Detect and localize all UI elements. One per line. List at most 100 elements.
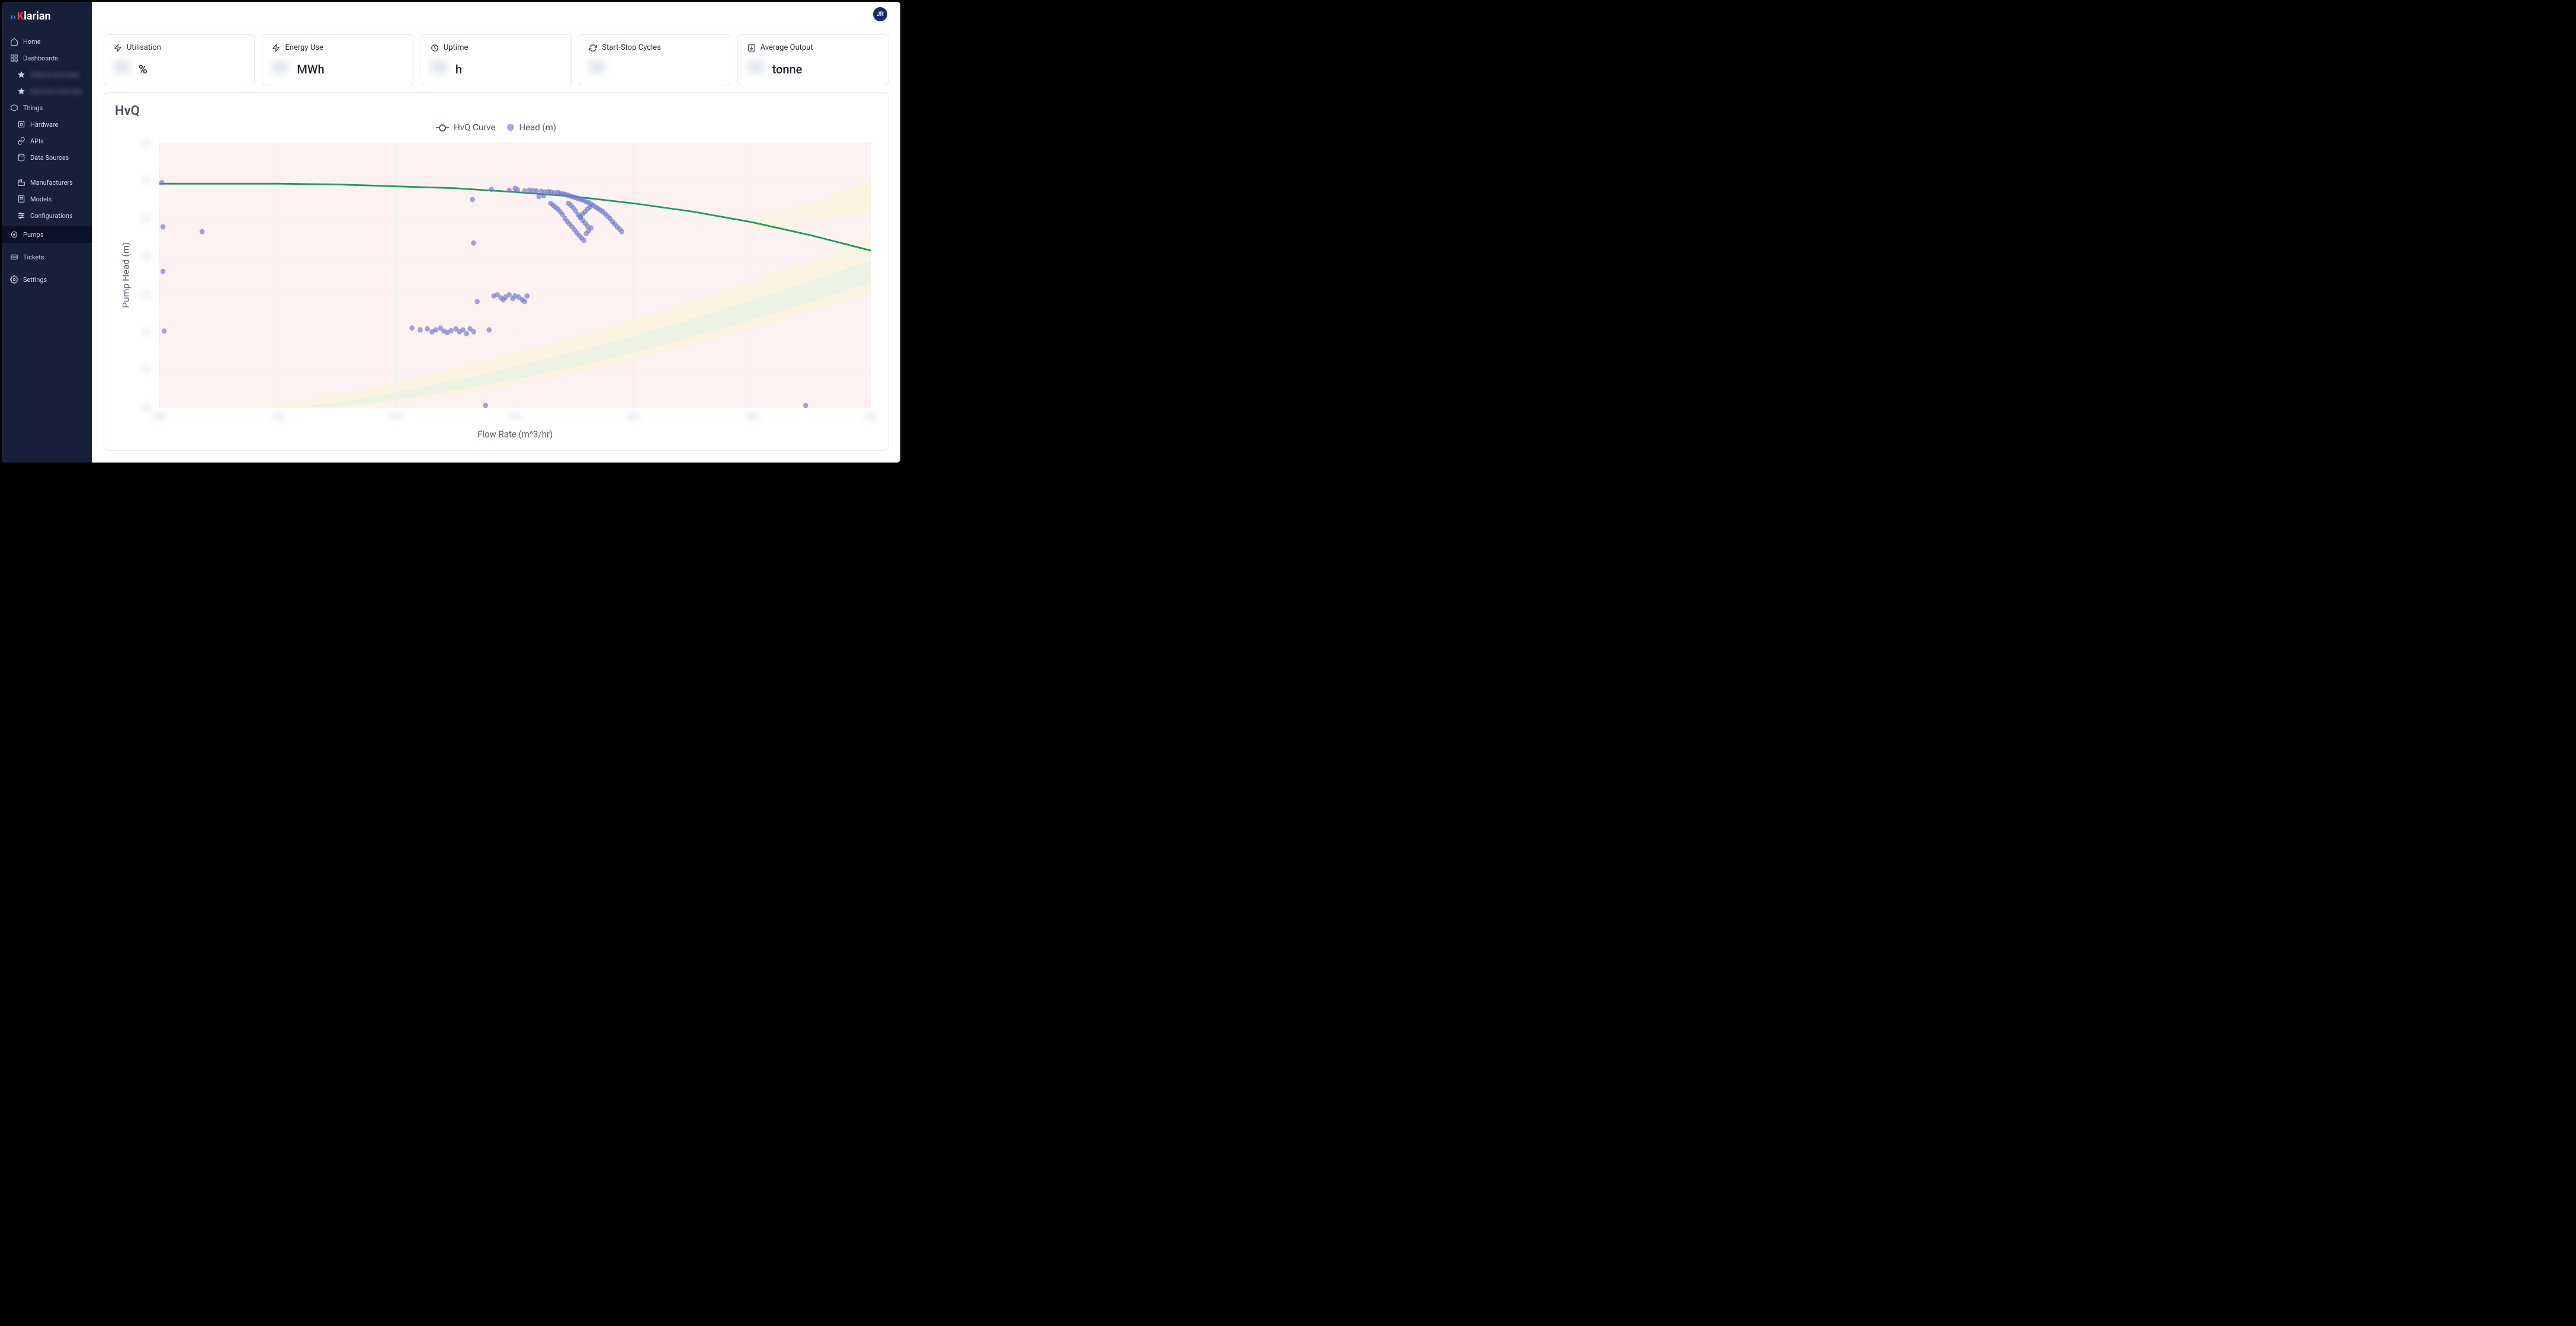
chart-legend: HvQ Curve Head (m) <box>115 122 877 133</box>
clock-icon <box>431 44 439 52</box>
metric-energy-use: Energy Use MWh <box>262 34 413 85</box>
nav-label: Settings <box>23 276 47 284</box>
nav-item-hardware[interactable]: Hardware <box>2 116 92 133</box>
metric-utilisation: Utilisation % <box>104 34 255 85</box>
brand-logo: ›› Klarian <box>2 10 92 33</box>
chart-area: 0000000000000000000000000000000000000Flo… <box>115 136 877 444</box>
svg-text:000: 000 <box>628 413 640 421</box>
svg-text:00: 00 <box>143 139 150 147</box>
main-content: JR Utilisation % Energy Use MWh Uptime h <box>92 2 900 463</box>
nav-item-settings[interactable]: Settings <box>2 271 92 288</box>
manufacturers-icon <box>17 178 25 187</box>
metric-label: Utilisation <box>127 43 161 52</box>
legend-item[interactable]: HvQ Curve <box>436 122 495 133</box>
things-icon <box>10 104 18 112</box>
metric-label: Average Output <box>761 43 813 52</box>
svg-text:00: 00 <box>143 328 150 336</box>
svg-text:Pump Head (m): Pump Head (m) <box>121 242 131 308</box>
metric-label: Uptime <box>444 43 468 52</box>
metric-unit: h <box>455 62 462 76</box>
bolt-icon <box>114 44 122 52</box>
nav-list: Home Dashboards Station Overview Network Ov… <box>2 33 92 288</box>
nav-item-things[interactable]: Things <box>2 99 92 116</box>
metric-value-blurred <box>114 60 130 73</box>
user-avatar[interactable]: JR <box>873 7 887 21</box>
nav-item-pumps[interactable]: Pumps <box>2 226 92 243</box>
nav-label: Pumps <box>23 231 44 239</box>
nav-label: Manufacturers <box>30 179 73 187</box>
svg-text:Flow Rate (m^3/hr): Flow Rate (m^3/hr) <box>477 429 553 439</box>
metrics-row: Utilisation % Energy Use MWh Uptime h St… <box>104 27 888 92</box>
brand-name: larian <box>24 10 50 23</box>
svg-text:00: 00 <box>143 176 150 185</box>
metric-label: Start-Stop Cycles <box>602 43 661 52</box>
svg-text:00: 00 <box>143 290 150 298</box>
svg-text:000: 000 <box>509 413 521 421</box>
nav-item-network-overview[interactable]: Network Overview <box>2 83 92 99</box>
nav-label: Network Overview <box>30 88 82 95</box>
svg-text:000: 000 <box>153 413 165 421</box>
nav-label: Hardware <box>30 121 58 129</box>
svg-text:00: 00 <box>143 403 150 412</box>
legend-label: Head (m) <box>519 122 556 133</box>
topbar: JR <box>92 2 900 27</box>
pump-icon <box>10 230 18 239</box>
nav-item-manufacturers[interactable]: Manufacturers <box>2 174 92 191</box>
metric-value-blurred <box>589 60 605 73</box>
metric-uptime: Uptime h <box>421 34 572 85</box>
svg-text:000: 000 <box>391 413 403 421</box>
metric-value-blurred <box>431 60 447 73</box>
star-icon <box>17 87 25 95</box>
dashboard-icon <box>10 54 18 62</box>
nav-item-apis[interactable]: APIs <box>2 133 92 149</box>
nav-item-configurations[interactable]: Configurations <box>2 207 92 224</box>
nav-item-models[interactable]: Models <box>2 191 92 207</box>
bolt-icon <box>272 44 280 52</box>
hardware-icon <box>17 120 25 129</box>
metric-unit: tonne <box>772 62 803 76</box>
svg-text:000: 000 <box>746 413 758 421</box>
nav-label: Configurations <box>30 212 73 220</box>
metric-unit: MWh <box>297 62 324 76</box>
output-icon <box>748 44 756 52</box>
nav-label: APIs <box>30 137 44 145</box>
legend-label: HvQ Curve <box>454 122 495 133</box>
legend-item[interactable]: Head (m) <box>507 122 556 133</box>
ticket-icon <box>10 253 18 261</box>
svg-text:00: 00 <box>143 252 150 261</box>
metric-value-blurred <box>748 60 764 73</box>
metric-label: Energy Use <box>285 43 323 52</box>
cycles-icon <box>589 44 597 52</box>
metric-average-output: Average Output tonne <box>737 34 888 85</box>
nav-item-station-overview[interactable]: Station Overview <box>2 66 92 83</box>
svg-text:00: 00 <box>143 365 150 374</box>
settings-icon <box>10 275 18 284</box>
nav-item-data-sources[interactable]: Data Sources <box>2 149 92 166</box>
svg-text:000: 000 <box>865 413 877 421</box>
nav-label: Home <box>23 38 41 46</box>
home-icon <box>10 37 18 46</box>
nav-label: Models <box>30 195 52 203</box>
nav-label: Data Sources <box>30 154 69 162</box>
metric-start-stop-cycles: Start-Stop Cycles <box>579 34 730 85</box>
nav-item-home[interactable]: Home <box>2 33 92 50</box>
api-icon <box>17 137 25 145</box>
sidebar: ›› Klarian Home Dashboards Station Overvie… <box>2 2 92 463</box>
metric-value-blurred <box>272 60 288 73</box>
legend-line-icon <box>436 127 449 128</box>
chart-card: HvQ HvQ CurveHead (m) 000000000000000000… <box>104 92 888 451</box>
star-icon <box>17 70 25 79</box>
nav-item-tickets[interactable]: Tickets <box>2 249 92 265</box>
chart-title: HvQ <box>115 104 877 118</box>
nav-item-dashboards[interactable]: Dashboards <box>2 50 92 66</box>
logo-chevrons-icon: ›› <box>10 12 16 21</box>
svg-text:00: 00 <box>143 214 150 223</box>
models-icon <box>17 195 25 203</box>
svg-text:000: 000 <box>272 413 284 421</box>
config-icon <box>17 211 25 220</box>
nav-label: Station Overview <box>30 71 79 79</box>
legend-dot-icon <box>507 124 514 131</box>
nav-label: Things <box>23 104 43 112</box>
nav-label: Tickets <box>23 253 44 261</box>
metric-unit: % <box>139 62 147 76</box>
